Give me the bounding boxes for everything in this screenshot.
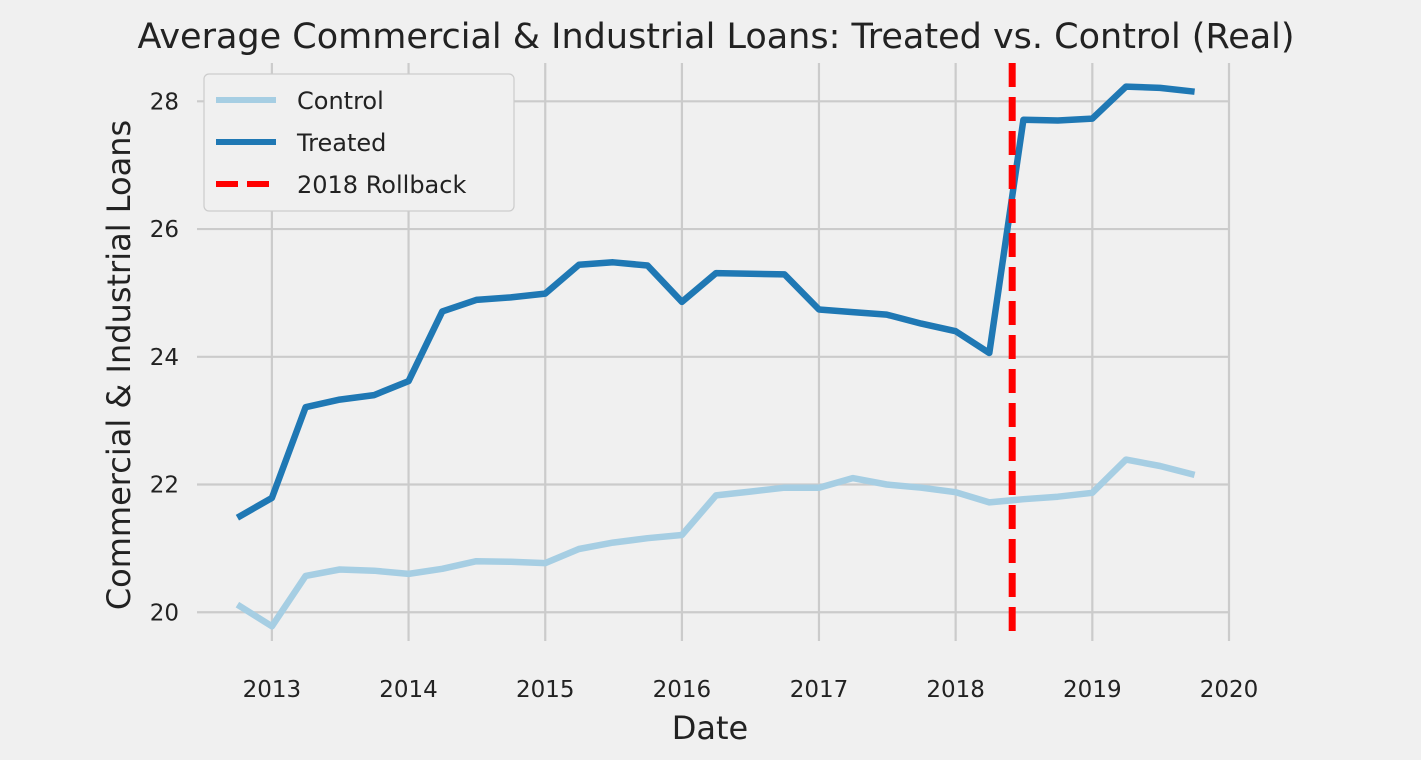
y-tick-label: 28 [150, 89, 179, 115]
y-axis-label: Commercial & Industrial Loans [100, 120, 138, 610]
x-tick-label: 2019 [1063, 677, 1122, 703]
x-tick-label: 2014 [379, 677, 438, 703]
x-tick-label: 2018 [926, 677, 985, 703]
legend-label-control: Control [297, 87, 384, 115]
legend-box [203, 73, 515, 212]
tick-labels: 2013 2014 2015 2016 2017 2018 2019 202020222426… [150, 89, 1259, 703]
x-tick-label: 2015 [516, 677, 575, 703]
series-lines [235, 83, 1196, 630]
legend: Control Treated 2018 Rollback [203, 73, 515, 212]
x-tick-label: 2017 [790, 677, 849, 703]
legend-label-rollback: 2018 Rollback [297, 171, 466, 199]
chart-title: Average Commercial & Industrial Loans: T… [137, 17, 1294, 57]
y-tick-label: 26 [150, 217, 179, 243]
y-tick-label: 20 [150, 600, 179, 626]
series-line-treated [235, 83, 1195, 521]
x-tick-label: 2013 [243, 677, 302, 703]
y-tick-label: 24 [150, 345, 179, 371]
x-tick-label: 2020 [1200, 677, 1259, 703]
x-axis-label: Date [672, 709, 748, 747]
series-line-control [235, 456, 1196, 630]
legend-label-treated: Treated [296, 129, 386, 157]
x-tick-label: 2016 [653, 677, 712, 703]
y-tick-label: 22 [150, 473, 179, 499]
